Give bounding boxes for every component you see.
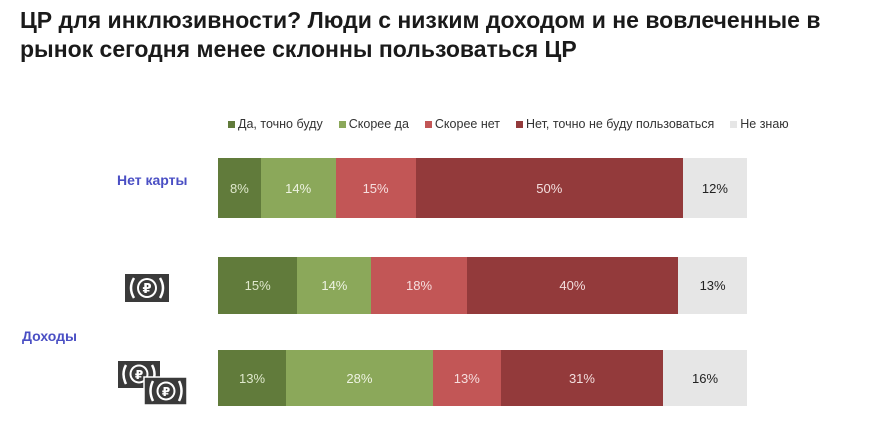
- legend-item: Нет, точно не буду пользоваться: [516, 117, 714, 131]
- group-label-income: Доходы: [22, 328, 77, 344]
- double-ruble-banknote-icon: ₽ ₽: [118, 361, 188, 406]
- bar-row: 8% 14% 15% 50% 12%: [218, 158, 747, 218]
- bar-segment: 12%: [682, 158, 747, 218]
- bar-segment: 28%: [286, 350, 433, 406]
- bar-segment: 31%: [500, 350, 664, 406]
- bar-segment: 8%: [218, 158, 261, 218]
- legend-label: Нет, точно не буду пользоваться: [526, 117, 715, 131]
- svg-text:₽: ₽: [162, 385, 170, 399]
- bar-segment: 16%: [663, 350, 747, 406]
- legend-swatch: [730, 120, 738, 128]
- bar-segment: 14%: [260, 158, 336, 218]
- legend-item: Скорее да: [338, 117, 409, 131]
- row-label-no-card: Нет карты: [117, 172, 188, 188]
- bar-segment: 13%: [678, 257, 747, 314]
- legend-item: Да, точно буду: [228, 117, 323, 131]
- bar-segment: 14%: [297, 257, 372, 314]
- bar-segment: 40%: [466, 257, 679, 314]
- chart-title: ЦР для инклюзивности? Люди с низким дохо…: [20, 7, 821, 62]
- legend-label: Скорее да: [348, 117, 409, 131]
- legend: Да, точно буду Скорее да Скорее нет Нет, то…: [228, 117, 789, 131]
- legend-item: Не знаю: [730, 117, 789, 131]
- single-ruble-banknote-icon: ₽: [125, 274, 169, 302]
- bar-segment: 18%: [371, 257, 467, 314]
- bar-segment: 13%: [218, 350, 287, 406]
- legend-swatch: [516, 120, 523, 128]
- bar-segment: 15%: [335, 158, 416, 218]
- bar-row: 13% 28% 13% 31% 16%: [218, 350, 747, 406]
- legend-item: Скорее нет: [424, 117, 500, 131]
- legend-swatch: [338, 120, 346, 128]
- bar-segment: 13%: [432, 350, 501, 406]
- svg-text:₽: ₽: [142, 282, 151, 297]
- bar-row: 15% 14% 18% 40% 13%: [218, 257, 747, 314]
- legend-swatch: [424, 120, 432, 128]
- svg-text:₽: ₽: [135, 368, 143, 382]
- legend-label: Да, точно буду: [238, 117, 323, 131]
- bar-segment: 50%: [415, 158, 683, 218]
- bar-segment: 15%: [218, 257, 298, 314]
- legend-label: Скорее нет: [434, 117, 500, 131]
- legend-swatch: [228, 120, 235, 128]
- legend-label: Не знаю: [740, 117, 789, 131]
